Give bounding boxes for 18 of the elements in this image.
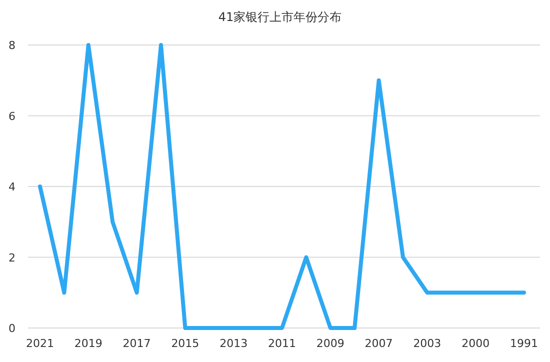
y-tick-label: 6 <box>8 110 16 123</box>
x-tick-label: 2007 <box>364 337 393 350</box>
y-tick-label: 0 <box>8 322 16 335</box>
x-tick-label: 2013 <box>220 337 248 350</box>
line-series <box>38 43 526 330</box>
x-tick-label: 2021 <box>26 337 54 350</box>
chart-title: 41家银行上市年份分布 <box>218 10 342 24</box>
x-tick-label: 2015 <box>171 337 200 350</box>
x-tick-label: 2017 <box>122 337 151 350</box>
x-tick-label: 1991 <box>510 337 538 350</box>
x-tick-label: 2003 <box>413 337 442 350</box>
x-tick-label: 2009 <box>316 337 344 350</box>
y-tick-label: 2 <box>8 251 16 264</box>
x-tick-label: 2011 <box>268 337 296 350</box>
x-tick-label: 2019 <box>74 337 102 350</box>
y-tick-label: 8 <box>8 39 16 52</box>
y-tick-label: 4 <box>8 180 16 194</box>
x-tick-label: 2000 <box>462 337 490 350</box>
